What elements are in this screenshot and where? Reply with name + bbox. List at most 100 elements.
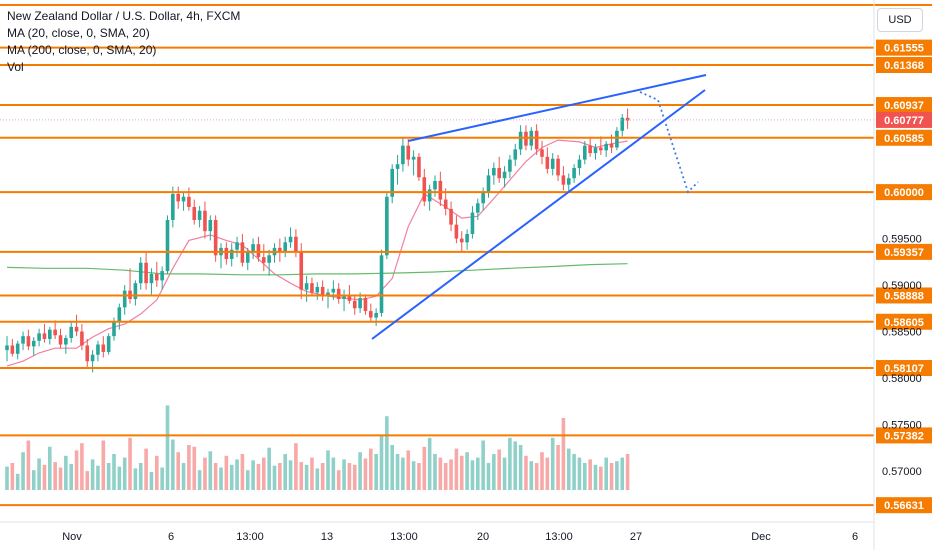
candle-body: [64, 338, 68, 345]
level-label-bg: [876, 313, 932, 330]
volume-bar: [69, 463, 73, 490]
candle-body: [438, 180, 443, 200]
volume-bar: [583, 463, 587, 490]
volume-bar: [128, 437, 132, 490]
candle-body: [283, 242, 287, 252]
volume-bar: [42, 464, 47, 490]
candle-body: [160, 271, 164, 281]
candle-body: [262, 257, 266, 263]
candle-body: [320, 286, 325, 297]
candle-body: [267, 255, 271, 263]
candle-body: [550, 158, 555, 169]
candle-body: [224, 247, 229, 260]
ma200-legend[interactable]: MA (200, close, 0, SMA, 20): [7, 43, 157, 57]
volume-bar: [160, 467, 164, 490]
volume-bar: [593, 464, 598, 490]
volume-bar: [96, 465, 100, 490]
moving-averages: [6, 139, 628, 367]
candle-body: [599, 147, 603, 151]
candle-body: [492, 167, 496, 176]
candle-body: [133, 283, 138, 299]
candle-body: [422, 177, 427, 202]
volume-bar: [363, 458, 368, 490]
volume-bar: [133, 468, 138, 490]
candle-body: [165, 220, 170, 272]
candle-body: [545, 156, 550, 169]
candle-body: [203, 210, 207, 232]
level-label: 0.58888: [876, 287, 932, 304]
volume-bar: [21, 452, 25, 490]
candle-body: [74, 326, 79, 332]
trend-lines[interactable]: [371, 74, 707, 340]
volume-bar: [336, 470, 341, 490]
candle-body: [42, 333, 47, 339]
volume-bar: [31, 470, 36, 490]
candle-body: [561, 175, 566, 185]
candle-body: [299, 251, 304, 290]
volume-bar: [58, 467, 63, 490]
volume-bar: [37, 458, 41, 490]
volume-bar: [513, 441, 518, 490]
volume-bar: [48, 446, 52, 490]
candle-body: [117, 307, 122, 323]
volume-bar: [358, 452, 362, 490]
ma20-line: [6, 139, 628, 367]
candle-body: [208, 220, 213, 232]
volume-bar: [481, 440, 485, 490]
candle-body: [481, 192, 485, 204]
symbol-title[interactable]: New Zealand Dollar / U.S. Dollar, 4h, FX…: [7, 9, 241, 23]
volume-bar: [122, 457, 127, 490]
level-label: 0.58605: [876, 313, 932, 330]
candle-body: [465, 233, 469, 243]
level-label-text: 0.58107: [884, 363, 924, 375]
candle-body: [192, 206, 197, 221]
volume-bar: [294, 443, 298, 490]
volume-bar: [224, 455, 229, 490]
volume-legend[interactable]: Vol: [7, 60, 24, 74]
time-tick: 6: [168, 531, 174, 543]
volume-bar: [192, 446, 197, 490]
volume-bar: [320, 463, 325, 490]
volume-bar: [53, 462, 57, 490]
volume-bar: [422, 446, 427, 490]
volume-bar: [310, 457, 314, 490]
candle-body: [21, 336, 25, 344]
candle-body: [566, 178, 571, 185]
volume-bar: [550, 437, 555, 490]
currency-button[interactable]: USD: [877, 8, 923, 32]
ma20-legend[interactable]: MA (20, close, 0, SMA, 20): [7, 26, 150, 40]
candle-body: [369, 311, 373, 318]
candle-body: [294, 236, 298, 252]
volume-bar: [385, 416, 389, 490]
volume-bar: [352, 464, 357, 490]
volume-bar: [208, 451, 213, 490]
candle-body: [171, 193, 175, 221]
volume-bar: [15, 473, 20, 490]
horizontal-levels[interactable]: 0.61555 0.61368 0.60937 0.60585 0.60000 0.593…: [0, 4, 932, 514]
candle-body: [278, 247, 282, 252]
candle-body: [106, 336, 111, 352]
volume-bar: [411, 461, 416, 490]
candle-body: [497, 167, 501, 179]
candle-body: [5, 345, 9, 351]
candle-body: [90, 354, 95, 362]
level-label-bg: [876, 39, 932, 56]
volume-bar: [449, 459, 453, 490]
candle-body: [101, 344, 106, 352]
candle-body: [583, 145, 587, 160]
candle-body: [556, 158, 560, 176]
volume-bar: [369, 448, 373, 490]
volume-bar: [417, 463, 421, 490]
volume-bar: [85, 471, 90, 490]
volume-bar: [219, 467, 223, 490]
candle-body: [80, 331, 84, 346]
candle-body: [374, 312, 378, 318]
time-tick: 27: [630, 531, 642, 543]
volume-bar: [117, 466, 122, 490]
candle-body: [454, 224, 459, 239]
level-label-bg: [876, 360, 932, 377]
ma200-line: [6, 263, 628, 276]
candle-body: [433, 180, 437, 190]
candle-body: [620, 117, 625, 131]
